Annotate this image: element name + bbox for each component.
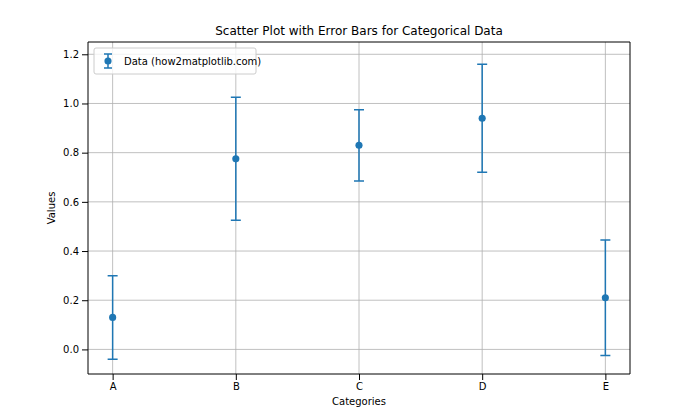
grid-line-x	[359, 42, 360, 374]
grid-line-y	[88, 251, 630, 252]
y-tick: 1.0	[63, 98, 88, 109]
x-tick-mark	[605, 374, 606, 380]
legend-symbol-bar	[104, 54, 112, 68]
y-tick: 0.8	[63, 147, 88, 158]
x-tick-mark	[236, 374, 237, 380]
y-axis-line	[88, 42, 89, 374]
y-axis: 0.0 0.2 0.4 0.6 0.8 1.0 1.2	[63, 42, 88, 374]
y-axis-title: Values	[46, 192, 57, 225]
error-bar	[600, 240, 610, 356]
marks	[108, 64, 611, 359]
y-tick-mark	[82, 300, 88, 301]
x-axis-title: Categories	[332, 396, 386, 407]
x-tick: A	[110, 374, 117, 392]
y-tick-label: 0.4	[63, 246, 79, 257]
plot: A B C D E 0.0 0.2 0.4 0.6 0.8 1.0 1.2 Data (how2matp…	[63, 42, 630, 392]
error-bar	[477, 64, 487, 172]
point	[232, 155, 239, 162]
legend-label: Data (how2matplotlib.com)	[124, 56, 261, 67]
x-tick-mark	[113, 374, 114, 380]
chart: A B C D E 0.0 0.2 0.4 0.6 0.8 1.0 1.2 Data (how2matp…	[0, 0, 700, 420]
y-tick-label: 0.0	[63, 344, 79, 355]
x-tick-label: A	[110, 381, 117, 392]
y-tick-mark	[82, 153, 88, 154]
grid-line-y	[88, 201, 630, 202]
x-tick-mark	[482, 374, 483, 380]
error-bar	[354, 110, 364, 181]
point	[355, 142, 362, 149]
grid	[88, 42, 630, 374]
y-tick: 0.0	[63, 344, 88, 355]
y-tick-label: 0.6	[63, 197, 79, 208]
x-tick-label: D	[479, 381, 487, 392]
title: Scatter Plot with Error Bars for Categor…	[215, 24, 503, 38]
y-tick-label: 0.2	[63, 295, 79, 306]
error-bar	[231, 97, 241, 220]
point	[479, 115, 486, 122]
x-tick-label: B	[233, 381, 240, 392]
y-tick-mark	[82, 251, 88, 252]
grid-line-y	[88, 103, 630, 104]
y-tick: 0.2	[63, 295, 88, 306]
x-tick-label: C	[356, 381, 363, 392]
x-tick: C	[356, 374, 363, 392]
x-tick-label: E	[603, 381, 609, 392]
point	[109, 314, 116, 321]
frame-top	[88, 42, 630, 43]
grid-line-y	[88, 349, 630, 350]
x-axis: A B C D E	[88, 374, 630, 392]
y-tick-mark	[82, 349, 88, 350]
x-tick: B	[233, 374, 240, 392]
frame-right	[630, 42, 631, 374]
y-tick-label: 1.0	[63, 98, 79, 109]
legend: Data (how2matplotlib.com)	[94, 48, 261, 74]
error-bar	[108, 276, 118, 360]
y-tick: 0.4	[63, 246, 88, 257]
y-tick-label: 1.2	[63, 49, 79, 60]
x-tick-mark	[359, 374, 360, 380]
y-tick-mark	[82, 54, 88, 55]
y-tick-label: 0.8	[63, 147, 79, 158]
y-tick: 0.6	[63, 197, 88, 208]
grid-line-y	[88, 300, 630, 301]
x-tick: E	[603, 374, 609, 392]
legend-symbol	[104, 57, 111, 64]
y-tick: 1.2	[63, 49, 88, 60]
point	[602, 294, 609, 301]
x-tick: D	[479, 374, 487, 392]
y-tick-mark	[82, 202, 88, 203]
y-tick-mark	[82, 103, 88, 104]
